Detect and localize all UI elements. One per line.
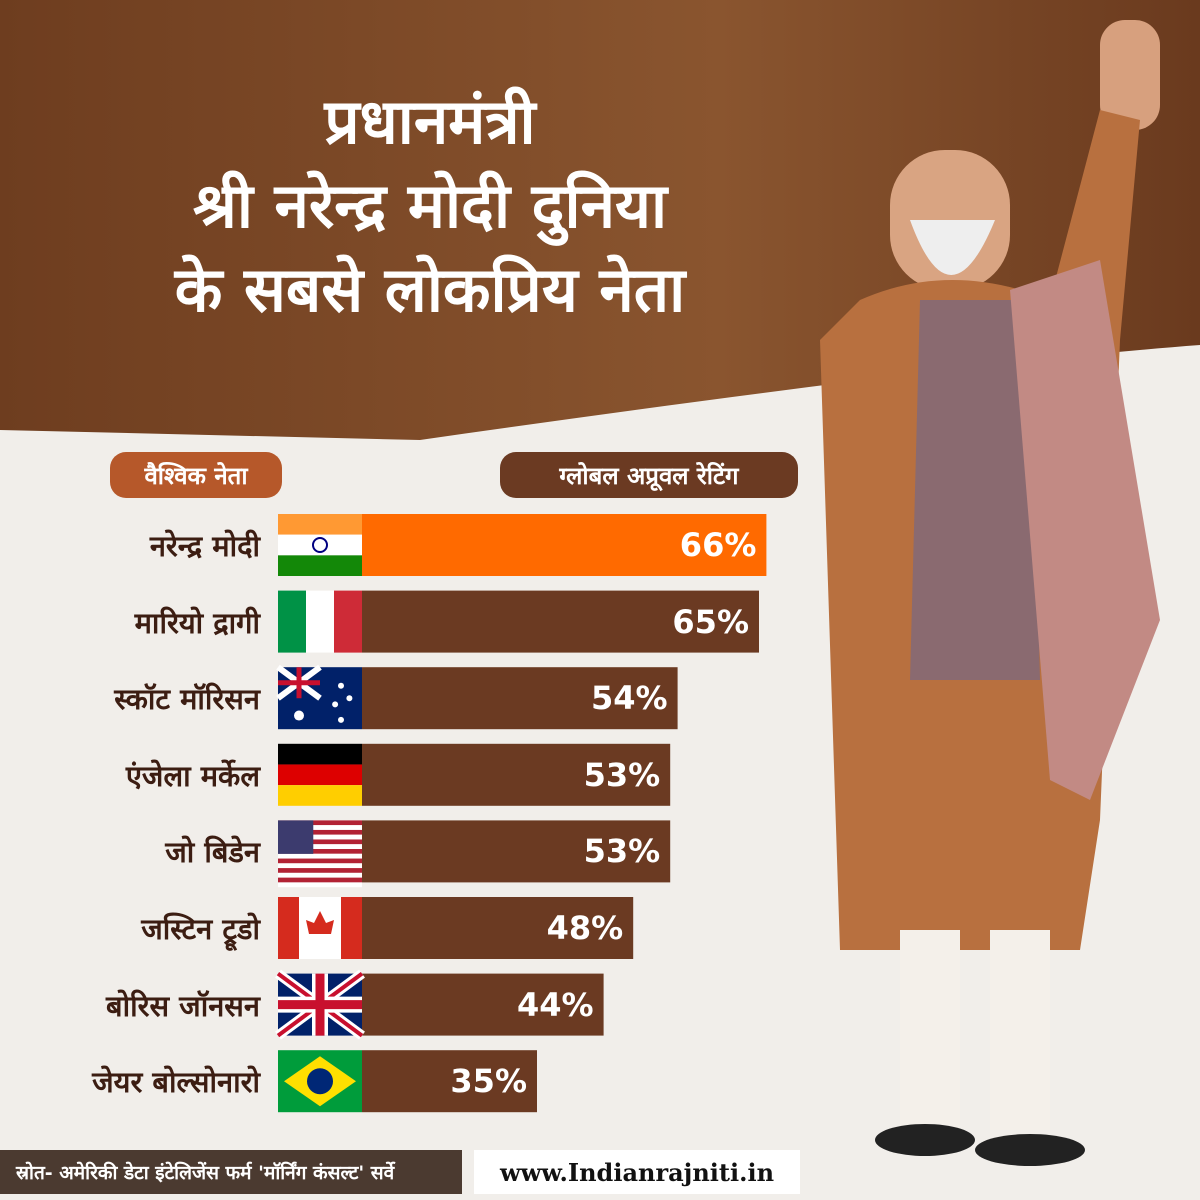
bar-canada — [362, 897, 634, 959]
leader-name: मारियो द्रागी — [134, 605, 260, 640]
title-line: के सबसे लोकप्रिय नेता — [174, 253, 686, 326]
flag-uk-icon — [275, 969, 365, 1040]
value-label: 48% — [546, 909, 624, 947]
bar-italy — [362, 590, 759, 653]
value-label: 44% — [517, 985, 594, 1024]
bar-usa — [362, 820, 671, 883]
leader-name: जेयर बोल्सोनारो — [92, 1065, 260, 1100]
bar-australia — [362, 667, 678, 730]
flag-italy-icon — [278, 590, 362, 653]
value-label: 53% — [583, 832, 661, 871]
title-line: प्रधानमंत्री — [324, 85, 536, 158]
website-link[interactable]: www.Indianrajniti.in — [474, 1150, 800, 1194]
source-note: स्रोत- अमेरिकी डेटा इंटेलिजेंस फर्म 'मॉर… — [0, 1150, 462, 1194]
leader-name: नरेन्द्र मोदी — [149, 529, 260, 563]
bar-germany — [362, 743, 671, 806]
bar-brazil — [362, 1050, 537, 1113]
value-label: 66% — [679, 526, 757, 564]
bar-uk — [362, 973, 604, 1036]
leader-photo — [820, 20, 1160, 1166]
title-line: श्री नरेन्द्र मोदी दुनिया — [192, 169, 668, 242]
flag-usa-icon — [278, 820, 362, 888]
flag-germany-icon — [278, 743, 362, 806]
leader-name: बोरिस जॉनसन — [106, 988, 260, 1023]
page-title: प्रधानमंत्री श्री नरेन्द्र मोदी दुनिया क… — [60, 80, 800, 332]
leaders-header: वैश्विक नेता — [110, 452, 282, 498]
bar-india — [362, 514, 767, 576]
flag-australia-icon — [276, 664, 362, 730]
flag-canada-icon — [278, 897, 362, 959]
rating-header: ग्लोबल अप्रूवल रेटिंग — [500, 452, 798, 498]
value-label: 35% — [450, 1062, 527, 1101]
leader-name: जस्टिन ट्रूडो — [141, 912, 260, 946]
flag-india-icon — [278, 514, 362, 576]
value-label: 65% — [672, 602, 749, 641]
value-label: 54% — [591, 679, 668, 718]
leader-name: एंजेला मर्केल — [125, 758, 260, 793]
leader-name: स्कॉट मॉरिसन — [114, 682, 260, 717]
leader-name: जो बिडेन — [165, 835, 260, 870]
approval-chart — [275, 514, 767, 1113]
flag-brazil-icon — [278, 1050, 362, 1113]
value-label: 53% — [583, 755, 661, 794]
